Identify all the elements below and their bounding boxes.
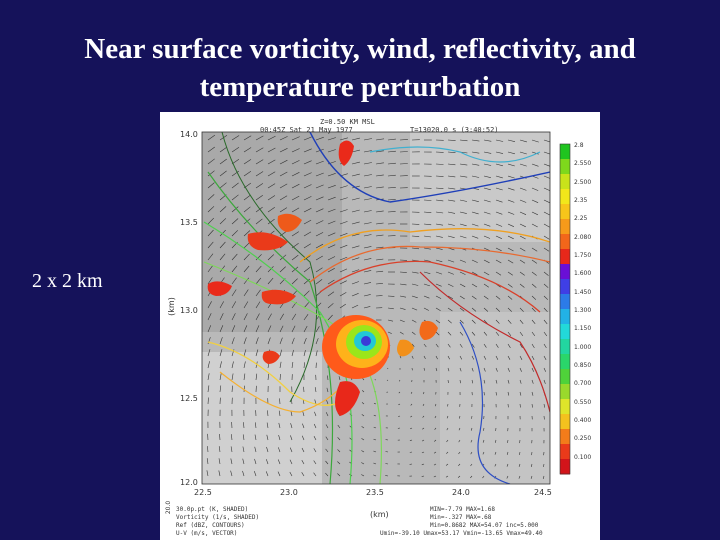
colorbar-label: 0.700: [574, 380, 592, 388]
colorbar-label: 0.850: [574, 362, 592, 369]
colorbar-label: 0.400: [574, 417, 592, 424]
x-tick-label: 24.5: [534, 488, 552, 497]
colorbar-swatch: [560, 459, 570, 475]
colorbar-swatch: [560, 249, 570, 265]
grid-resolution-label: 2 x 2 km: [32, 270, 103, 292]
colorbar-swatch: [560, 414, 570, 430]
title-line-2: temperature perturbation: [199, 71, 521, 103]
footer-right-line-3: Min=0.8682 MAX=54.07 inc=5.000: [430, 522, 539, 529]
colorbar-swatch: [560, 444, 570, 460]
colorbar-swatch: [560, 234, 570, 250]
colorbar-label: 1.450: [574, 288, 592, 296]
y-tick-label: 13.0: [180, 306, 198, 315]
header-line-1: Z=0.50 KM MSL: [320, 118, 375, 126]
colorbar-swatch: [560, 384, 570, 400]
colorbar-label: 2.25: [574, 215, 588, 223]
y-axis-label: (km): [166, 297, 176, 316]
colorbar-swatch: [560, 189, 570, 205]
colorbar-label: 1.000: [574, 343, 592, 351]
colorbar-swatch: [560, 279, 570, 295]
colorbar-swatch: [560, 369, 570, 385]
plot-graphics: [201, 131, 571, 485]
header-line-3: T=13020.0 s (3:40:52): [410, 126, 499, 134]
colorbar-swatch: [560, 429, 570, 445]
x-tick-label: 24.0: [452, 488, 470, 497]
y-tick-label: 12.0: [180, 478, 198, 487]
colorbar-label: 0.250: [574, 435, 592, 443]
colorbar-swatch: [560, 174, 570, 190]
colorbar-label: 1.600: [574, 270, 592, 278]
y-tick-label: 12.5: [180, 394, 198, 403]
y-tick-label: 14.0: [180, 130, 198, 139]
colorbar-swatch: [560, 354, 570, 370]
colorbar-swatch: [560, 219, 570, 235]
y-tick-label: 13.5: [180, 218, 198, 227]
colorbar-label: 2.8: [574, 142, 584, 149]
plot-frame: [201, 131, 551, 485]
footer-left-line-4: U-V (m/s, VECTOR): [176, 530, 238, 537]
colorbar-label: 2.35: [574, 197, 588, 204]
colorbar-swatch: [560, 144, 570, 160]
colorbar-swatch: [560, 159, 570, 175]
colorbar-swatch: [560, 324, 570, 340]
x-tick-label: 23.5: [366, 488, 384, 497]
colorbar-label: 2.080: [574, 233, 592, 241]
colorbar-label: 2.550: [574, 160, 592, 168]
colorbar-label: 2.500: [574, 178, 592, 186]
slide-title: Near surface vorticity, wind, reflectivi…: [0, 30, 720, 106]
colorbar-swatch: [560, 309, 570, 325]
title-line-1: Near surface vorticity, wind, reflectivi…: [84, 33, 636, 65]
colorbar-swatch: [560, 264, 570, 280]
footer-left-line-3: Ref (dBZ, CONTOURS): [176, 522, 245, 529]
colorbar-swatch: [560, 294, 570, 310]
footer-right-line-2: Min=-.327 MAX=.68: [430, 514, 492, 521]
colorbar-swatch: [560, 399, 570, 415]
footer-left-line-1: 30.0p.pt (K, SHADED): [176, 506, 249, 513]
colorbar-label: 0.100: [574, 453, 592, 461]
footer-right-line-1: MIN=-7.79 MAX=1.68: [430, 506, 496, 513]
colorbar-swatch: [560, 339, 570, 355]
colorbar-swatch: [560, 204, 570, 220]
colorbar-label: 0.550: [574, 398, 592, 406]
colorbar-label: 1.150: [574, 325, 592, 333]
header-line-2: 00:45Z Sat 21 May 1977: [260, 126, 353, 134]
model-output-figure: Z=0.50 KM MSL 00:45Z Sat 21 May 1977 T=1…: [160, 112, 600, 540]
x-tick-label: 22.5: [194, 488, 212, 497]
x-axis-small-label: 20.0: [165, 500, 173, 515]
colorbar: [560, 144, 570, 475]
colorbar-label: 1.300: [574, 307, 592, 314]
x-tick-label: 23.0: [280, 488, 298, 497]
footer-left-line-2: Vorticity (1/s, SHADED): [176, 514, 260, 521]
colorbar-label: 1.750: [574, 252, 592, 259]
x-axis-label: (km): [370, 510, 389, 519]
footer-right-line-4: Umin=-39.10 Umax=53.17 Vmin=-13.65 Vmax=…: [380, 530, 543, 537]
